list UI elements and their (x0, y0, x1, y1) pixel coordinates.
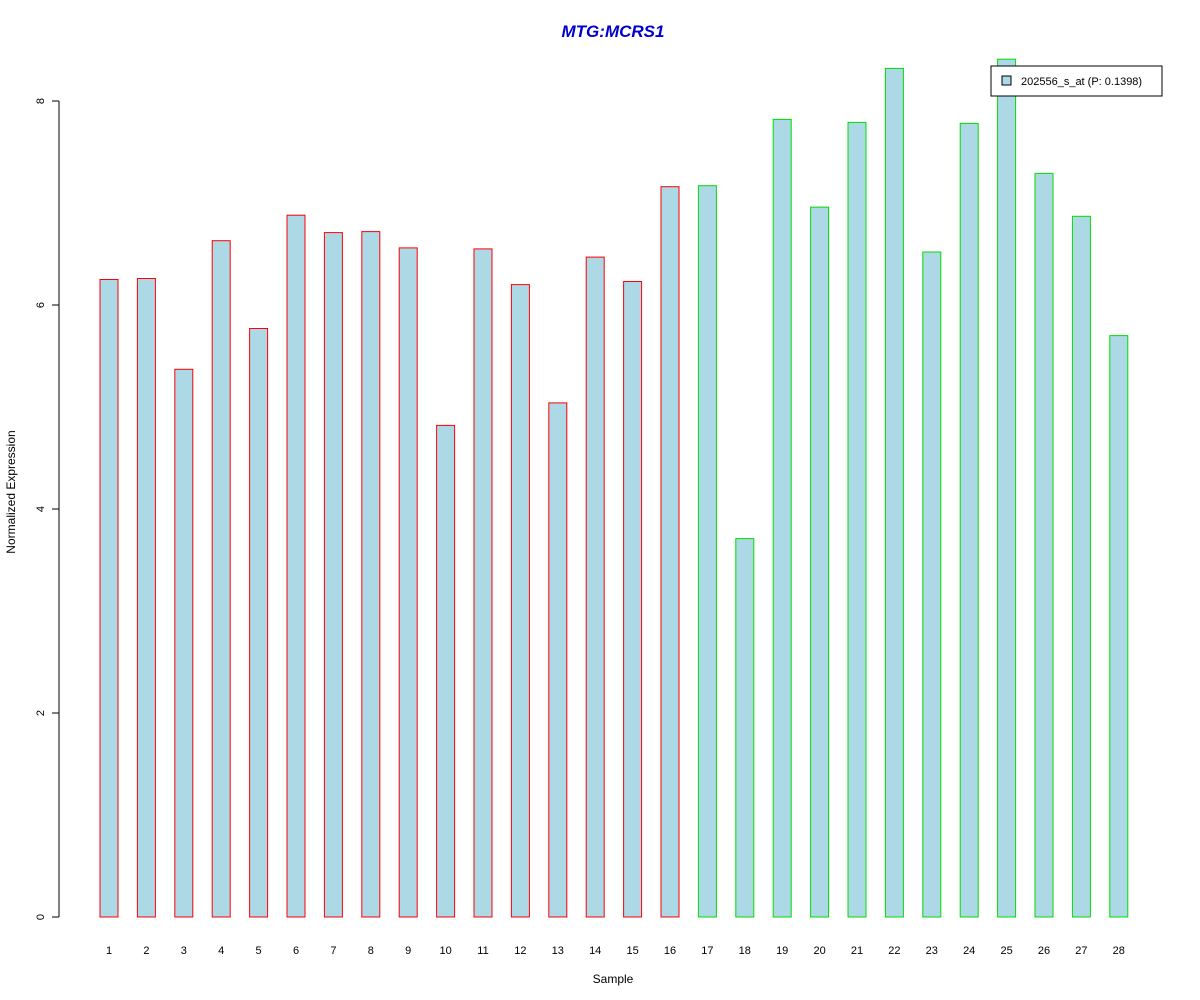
bar-sample-3 (174, 368, 194, 918)
y-tick-label: 8 (35, 98, 47, 104)
bar-sample-27 (1071, 215, 1091, 918)
x-tick-label: 10 (439, 945, 451, 957)
x-tick-label: 20 (813, 945, 825, 957)
x-tick-label: 6 (293, 945, 299, 957)
bar-sample-25 (997, 58, 1017, 918)
x-tick-label: 2 (143, 945, 149, 957)
bar-sample-9 (398, 247, 418, 918)
x-tick-label: 16 (664, 945, 676, 957)
bar-sample-12 (510, 284, 530, 918)
bar-sample-1 (99, 279, 119, 918)
y-tick-label: 2 (35, 710, 47, 716)
bar-sample-4 (211, 240, 231, 918)
bar-sample-2 (136, 278, 156, 918)
legend: 202556_s_at (P: 0.1398) (990, 65, 1163, 97)
x-tick-label: 11 (477, 945, 488, 957)
y-tick-label: 4 (35, 506, 47, 512)
x-tick-label: 27 (1075, 945, 1087, 957)
x-tick-label: 9 (405, 945, 411, 957)
bar-sample-20 (810, 206, 830, 918)
legend-label: 202556_s_at (P: 0.1398) (1021, 76, 1142, 88)
bar-sample-14 (585, 256, 605, 918)
x-tick-label: 25 (1000, 945, 1012, 957)
bar-sample-23 (922, 251, 942, 918)
x-tick-label: 26 (1038, 945, 1050, 957)
x-tick-label: 19 (776, 945, 788, 957)
x-tick-label: 14 (589, 945, 601, 957)
chart-title: MTG:MCRS1 (562, 22, 665, 41)
bar-sample-28 (1109, 335, 1129, 918)
x-tick-label: 22 (888, 945, 900, 957)
x-tick-label: 23 (926, 945, 938, 957)
bar-sample-26 (1034, 172, 1054, 918)
x-tick-label: 28 (1113, 945, 1125, 957)
bar-sample-11 (473, 248, 493, 918)
bar-sample-24 (959, 122, 979, 918)
x-axis-title: Sample (593, 972, 634, 986)
x-tick-label: 24 (963, 945, 975, 957)
bar-sample-6 (286, 214, 306, 918)
bar-sample-18 (735, 538, 755, 918)
bar-sample-16 (660, 186, 680, 918)
x-tick-label: 3 (181, 945, 187, 957)
y-tick-label: 6 (35, 302, 47, 308)
x-tick-label: 7 (330, 945, 336, 957)
y-axis-title: Normalized Expression (4, 430, 18, 553)
legend-swatch (1001, 75, 1012, 86)
bar-sample-17 (697, 185, 717, 918)
bar-sample-21 (847, 121, 867, 918)
x-tick-label: 4 (218, 945, 224, 957)
bar-sample-22 (884, 67, 904, 918)
x-tick-label: 18 (739, 945, 751, 957)
bar-sample-7 (323, 232, 343, 918)
x-tick-label: 15 (626, 945, 638, 957)
y-axis: 0 2 4 6 8 (35, 98, 60, 920)
bar-sample-10 (436, 424, 456, 918)
x-tick-label: 12 (514, 945, 526, 957)
x-tick-label: 8 (368, 945, 374, 957)
bars (99, 58, 1129, 918)
x-tick-label: 5 (256, 945, 262, 957)
x-tick-label: 13 (552, 945, 564, 957)
bar-sample-8 (361, 231, 381, 918)
x-tick-label: 17 (701, 945, 713, 957)
y-tick-label: 0 (35, 914, 47, 920)
bar-sample-13 (548, 402, 568, 918)
bar-sample-19 (772, 118, 792, 918)
x-tick-label: 21 (851, 945, 863, 957)
legend-box (990, 65, 1163, 97)
x-tick-labels: 1 2 3 4 5 6 7 8 9 10 11 12 13 14 15 16 17 18 19 20 21 22 23 24 2… (106, 945, 1125, 957)
bar-sample-5 (249, 328, 269, 918)
x-tick-label: 1 (106, 945, 112, 957)
bar-sample-15 (623, 281, 643, 918)
